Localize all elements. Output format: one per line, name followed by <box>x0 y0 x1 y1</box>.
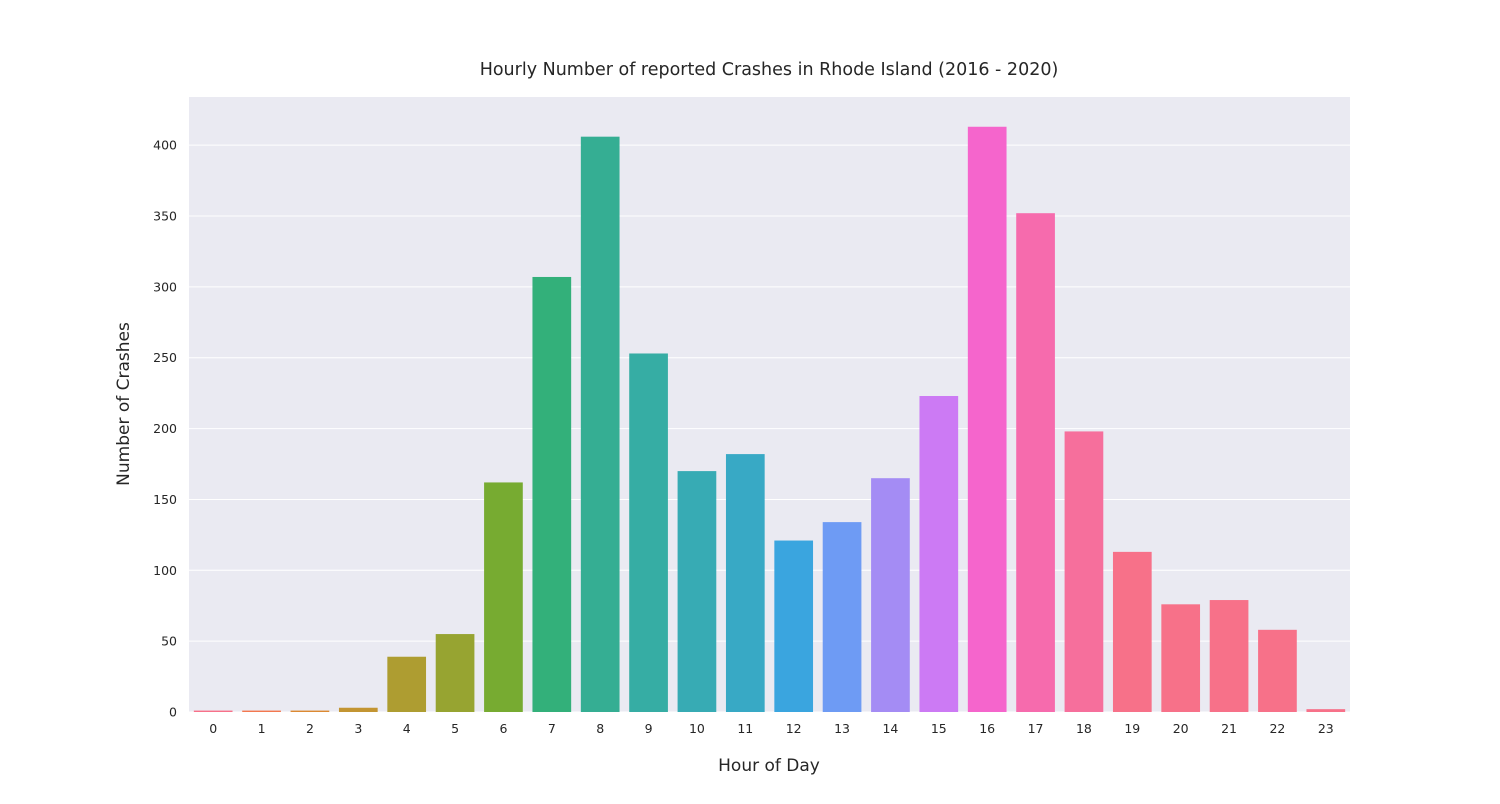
y-tick-label: 300 <box>153 279 177 294</box>
y-tick-label: 0 <box>169 705 177 720</box>
x-tick-label: 5 <box>451 721 459 736</box>
x-tick-label: 2 <box>306 721 314 736</box>
bar <box>1112 551 1152 712</box>
x-tick-label: 6 <box>499 721 507 736</box>
x-tick-label: 9 <box>645 721 653 736</box>
y-tick-label: 200 <box>153 421 177 436</box>
bar <box>435 634 475 712</box>
bar <box>290 710 330 712</box>
x-tick-label: 15 <box>931 721 947 736</box>
x-tick-label: 14 <box>882 721 898 736</box>
bar <box>1209 600 1249 712</box>
bar <box>822 522 862 712</box>
x-tick-label: 3 <box>354 721 362 736</box>
x-axis-ticks: 0 1 2 3 4 5 6 7 8 9 10 11 12 13 14 15 16 17 18 19 20 21 22 23 <box>209 721 1334 736</box>
bar <box>338 707 378 712</box>
x-tick-label: 21 <box>1221 721 1237 736</box>
x-tick-label: 16 <box>979 721 995 736</box>
bar <box>532 276 572 712</box>
x-tick-label: 11 <box>737 721 753 736</box>
bar <box>580 136 620 712</box>
bars <box>193 126 1346 713</box>
x-tick-label: 8 <box>596 721 604 736</box>
chart-title: Hourly Number of reported Crashes in Rho… <box>480 60 1059 80</box>
y-axis-ticks: 0 50 100 150 200 250 300 350 400 <box>153 138 177 720</box>
x-tick-label: 18 <box>1076 721 1092 736</box>
y-tick-label: 250 <box>153 350 177 365</box>
bar <box>387 656 427 712</box>
x-tick-label: 19 <box>1124 721 1140 736</box>
grid-lines <box>189 144 1350 713</box>
bar <box>919 395 959 712</box>
bar <box>725 454 765 712</box>
x-tick-label: 1 <box>258 721 266 736</box>
bar <box>242 710 281 712</box>
x-tick-label: 4 <box>403 721 411 736</box>
x-tick-label: 17 <box>1028 721 1044 736</box>
y-tick-label: 400 <box>153 138 177 153</box>
plot-background <box>189 97 1350 712</box>
bar <box>774 540 814 712</box>
bar <box>967 126 1007 713</box>
bar <box>1258 629 1297 712</box>
x-tick-label: 23 <box>1318 721 1334 736</box>
y-tick-label: 150 <box>153 492 177 507</box>
x-tick-label: 0 <box>209 721 217 736</box>
bar <box>1064 431 1104 712</box>
x-tick-label: 7 <box>548 721 556 736</box>
x-axis-title: Hour of Day <box>718 756 820 776</box>
y-tick-label: 350 <box>153 209 177 224</box>
x-tick-label: 13 <box>834 721 850 736</box>
y-axis-title: Number of Crashes <box>114 322 134 486</box>
y-tick-label: 100 <box>153 563 177 578</box>
bar <box>1161 604 1201 712</box>
bar <box>1306 709 1346 712</box>
bar <box>484 482 523 712</box>
x-tick-label: 22 <box>1269 721 1285 736</box>
bar <box>1016 213 1055 712</box>
x-tick-label: 12 <box>786 721 802 736</box>
y-tick-label: 50 <box>161 634 177 649</box>
bar <box>871 478 910 712</box>
x-tick-label: 20 <box>1173 721 1189 736</box>
bar <box>629 353 668 712</box>
x-tick-label: 10 <box>689 721 705 736</box>
bar <box>193 710 233 712</box>
bar <box>677 471 717 712</box>
